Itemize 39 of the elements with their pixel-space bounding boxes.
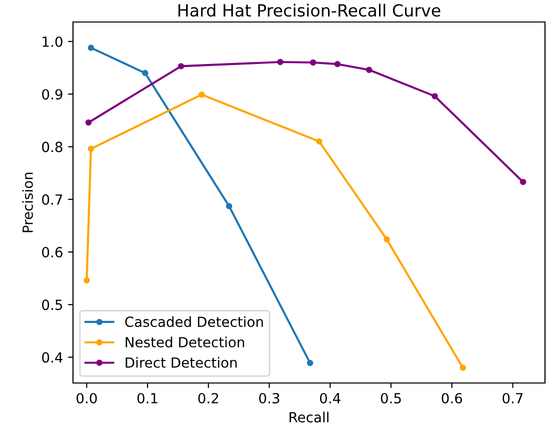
x-tick-label: 0.4 — [320, 392, 340, 404]
point — [198, 91, 205, 98]
point — [88, 44, 94, 51]
point — [432, 93, 438, 100]
point — [384, 236, 390, 242]
x-tick-label: 0.2 — [198, 392, 218, 404]
x-axis-title: Recall — [290, 412, 328, 422]
point — [460, 364, 466, 371]
x-tick-label: 0.6 — [442, 392, 462, 404]
point — [366, 66, 372, 74]
x-tick-label: 0.0 — [76, 392, 97, 404]
y-tick-label: 0.4 — [42, 352, 62, 363]
y-tick-label: 0.8 — [42, 142, 62, 152]
point — [178, 63, 184, 70]
point — [142, 70, 148, 76]
chart-title: Hard Hat Precision-Recall Curve — [178, 4, 440, 17]
y-tick-label: 0.7 — [42, 194, 62, 205]
point — [334, 60, 341, 68]
x-tick-label: 0.3 — [259, 392, 280, 404]
point — [310, 59, 316, 66]
y-tick-label: 0.5 — [42, 300, 62, 310]
point — [520, 178, 526, 186]
y-tick-label: 0.6 — [42, 246, 62, 258]
point — [316, 138, 322, 145]
x-tick-label: 0.7 — [502, 392, 523, 404]
y-tick-label: 0.9 — [42, 89, 62, 100]
point — [306, 360, 314, 366]
y-tick-label: 1.0 — [42, 36, 62, 47]
point — [85, 119, 92, 126]
point — [84, 277, 90, 284]
legend-label: Direct Detection — [126, 357, 237, 368]
point — [277, 58, 284, 66]
x-tick-label: 0.1 — [137, 392, 158, 404]
legend-label: Cascaded Detection — [125, 316, 263, 328]
point — [88, 146, 94, 152]
legend-label: Nested Detection — [126, 336, 244, 348]
point — [226, 203, 232, 210]
y-axis-title: Precision — [22, 172, 33, 232]
x-tick-label: 0.5 — [380, 392, 401, 404]
